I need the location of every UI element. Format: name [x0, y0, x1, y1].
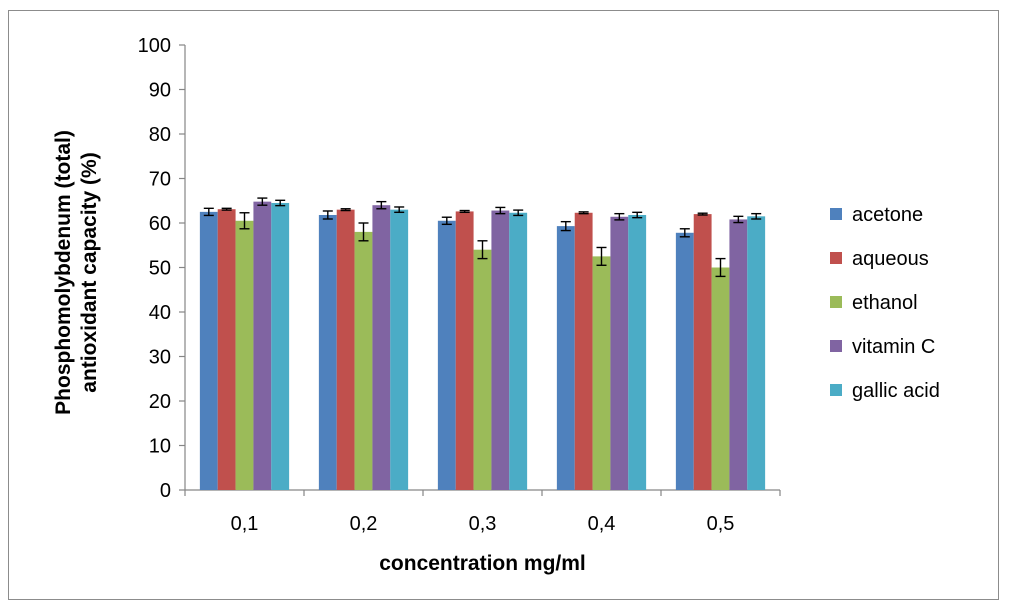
bar-ethanol: [592, 256, 611, 490]
bar-vitamin-c: [253, 201, 272, 490]
bar-ethanol: [235, 220, 254, 490]
y-tick-label: 30: [149, 347, 171, 369]
y-tick-label: 70: [149, 169, 171, 191]
y-tick-label: 90: [149, 80, 171, 102]
bar-gallic-acid: [628, 214, 647, 491]
y-tick-label: 80: [149, 124, 171, 146]
y-tick-label: 20: [149, 391, 171, 413]
y-axis: 0 10 20 30 40 50 60 70 80 90 100: [138, 35, 186, 502]
y-axis-title-line: antioxidant capacity (%): [78, 152, 101, 392]
bar-vitamin-c: [491, 210, 510, 491]
bar-aqueous: [336, 209, 355, 490]
bars: [199, 197, 766, 491]
bar-gallic-acid: [271, 202, 290, 490]
legend-label: acetone: [852, 204, 923, 226]
bar-vitamin-c: [372, 205, 391, 490]
legend-swatch: [830, 252, 842, 264]
bar-acetone: [437, 220, 456, 490]
legend-swatch: [830, 384, 842, 396]
x-axis: 0,1 0,2 0,3 0,4 0,5: [184, 489, 781, 535]
bar-gallic-acid: [390, 209, 409, 490]
bar-gallic-acid: [747, 216, 766, 490]
x-axis-title: concentration mg/ml: [379, 552, 586, 575]
bar-acetone: [199, 211, 218, 490]
bar-ethanol: [473, 249, 492, 490]
x-tick-label: 0,5: [707, 513, 735, 535]
y-tick-label: 60: [149, 213, 171, 235]
legend-label: ethanol: [852, 292, 918, 314]
bar-vitamin-c: [729, 219, 748, 490]
y-axis-title-line: Phosphomolybdenum (total): [52, 130, 75, 415]
bar-aqueous: [455, 211, 474, 490]
y-tick-label: 50: [149, 258, 171, 280]
x-tick-label: 0,1: [231, 513, 259, 535]
legend-label: aqueous: [852, 248, 929, 270]
y-axis-title: Phosphomolybdenum (total) antioxidant cap…: [52, 130, 101, 415]
bar-acetone: [556, 226, 575, 491]
legend: acetone aqueous ethanol vitamin C gallic aci…: [830, 204, 940, 402]
bar-gallic-acid: [509, 212, 528, 490]
x-tick-label: 0,2: [350, 513, 378, 535]
legend-label: gallic acid: [852, 380, 940, 402]
y-tick-label: 10: [149, 436, 171, 458]
legend-label: vitamin C: [852, 336, 935, 358]
legend-swatch: [830, 340, 842, 352]
y-tick-label: 0: [160, 480, 171, 502]
bar-ethanol: [354, 231, 373, 490]
legend-swatch: [830, 208, 842, 220]
bar-aqueous: [574, 212, 593, 490]
x-tick-label: 0,4: [588, 513, 616, 535]
x-tick-label: 0,3: [469, 513, 497, 535]
bar-acetone: [318, 214, 337, 491]
bar-ethanol: [711, 267, 730, 490]
bar-aqueous: [217, 209, 236, 490]
bar-vitamin-c: [610, 216, 629, 490]
legend-swatch: [830, 296, 842, 308]
y-tick-label: 100: [138, 35, 171, 57]
y-tick-label: 40: [149, 302, 171, 324]
bar-aqueous: [693, 214, 712, 490]
bar-acetone: [675, 232, 694, 491]
